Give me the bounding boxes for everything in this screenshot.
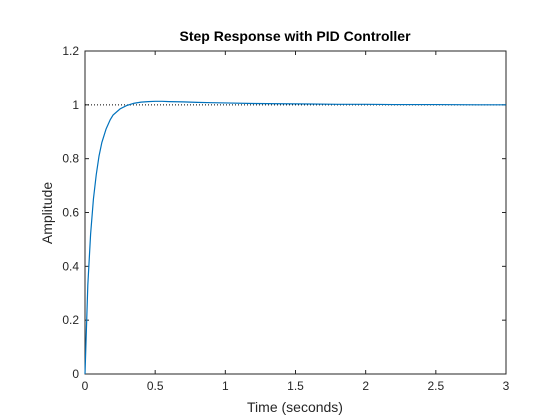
axes-box <box>84 50 507 375</box>
chart-title: Step Response with PID Controller <box>179 28 411 44</box>
x-axis-label: Time (seconds) <box>247 399 343 415</box>
y-tick-label: 0.6 <box>62 206 79 220</box>
y-tick-label: 0 <box>72 367 79 381</box>
y-tick-label: 0.2 <box>62 313 79 327</box>
x-tick-label: 2 <box>362 379 369 393</box>
x-tick-label: 0 <box>82 379 89 393</box>
x-tick-label: 1.5 <box>287 379 304 393</box>
x-tick-label: 0.5 <box>147 379 164 393</box>
x-tick-label: 3 <box>503 379 510 393</box>
step-response-line <box>84 100 506 375</box>
y-axis-label: Amplitude <box>39 182 55 244</box>
y-tick-label: 1 <box>72 98 79 112</box>
x-tick-label: 2.5 <box>427 379 444 393</box>
y-tick-label: 0.4 <box>62 259 79 273</box>
y-tick-label: 1.2 <box>62 44 79 58</box>
plot-area: 0 0.5 1 1.5 2 2.5 3 0 0.2 0.4 0.6 0.8 1 1.2 <box>62 44 509 393</box>
x-tick-label: 1 <box>222 379 229 393</box>
y-tick-label: 0.8 <box>62 152 79 166</box>
